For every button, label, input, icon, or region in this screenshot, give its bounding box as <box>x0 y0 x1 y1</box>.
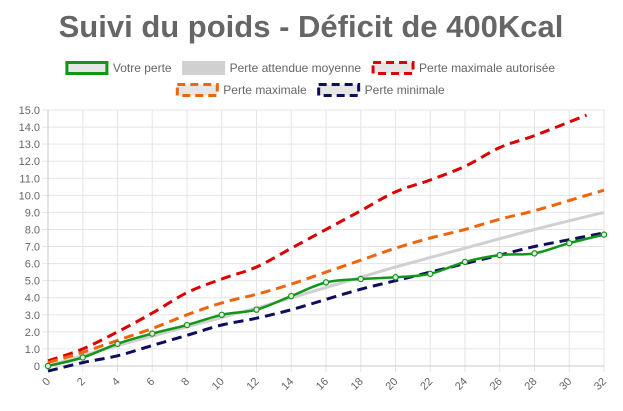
y-tick-label: 7.0 <box>25 242 40 254</box>
y-tick-label: 14.0 <box>19 122 40 134</box>
data-point[interactable] <box>183 321 191 329</box>
legend-swatch <box>175 83 219 97</box>
x-tick-label: 16 <box>314 376 331 393</box>
y-tick-label: 12.0 <box>19 156 40 168</box>
legend-label: Perte maximale <box>223 83 307 97</box>
legend: Votre perte Perte attendue moyenne Perte m… <box>65 61 555 97</box>
legend-label: Perte minimale <box>365 83 445 97</box>
legend-item-1[interactable]: Perte attendue moyenne <box>182 61 362 75</box>
legend-label: Perte attendue moyenne <box>230 61 362 75</box>
legend-swatch <box>182 61 226 75</box>
y-tick-label: 10.0 <box>19 190 40 202</box>
legend-swatch <box>317 83 361 97</box>
y-tick-label: 11.0 <box>19 173 40 185</box>
y-tick-label: 5.0 <box>25 276 40 288</box>
y-tick-label: 9.0 <box>25 207 40 219</box>
grid <box>42 109 605 372</box>
data-point[interactable] <box>79 354 86 361</box>
x-tick-label: 4 <box>110 376 123 389</box>
y-tick-label: 6.0 <box>25 259 40 271</box>
legend-item-3[interactable]: Perte maximale <box>175 83 307 97</box>
data-point[interactable] <box>600 231 608 238</box>
y-tick-label: 1.0 <box>25 344 40 356</box>
series-group <box>44 113 608 373</box>
data-point[interactable] <box>253 306 260 313</box>
x-tick-label: 8 <box>179 376 192 389</box>
series-line-1 <box>47 210 605 368</box>
data-point[interactable] <box>566 239 573 247</box>
legend-swatch <box>65 61 109 75</box>
x-tick-label: 30 <box>557 376 574 393</box>
data-point[interactable] <box>149 330 156 337</box>
x-tick-label: 2 <box>75 376 88 389</box>
data-point[interactable] <box>114 340 121 348</box>
y-tick-label: 15.0 <box>19 105 40 117</box>
axes: 0 1.0 2.0 3.0 4.0 5.0 6.0 7.0 8.0 9.0 10.0 11.0 12.0… <box>19 105 610 393</box>
chart-title: Suivi du poids - Déficit de 400Kcal <box>59 9 564 44</box>
x-tick-label: 22 <box>418 376 435 393</box>
legend-item-2[interactable]: Perte maximale autorisée <box>371 61 555 75</box>
series-line-2 <box>47 113 588 363</box>
data-point[interactable] <box>427 270 434 278</box>
legend-item-4[interactable]: Perte minimale <box>317 83 445 97</box>
data-point[interactable] <box>357 275 364 283</box>
x-tick-label: 6 <box>145 376 158 389</box>
x-tick-label: 26 <box>488 376 505 393</box>
data-point[interactable] <box>288 292 295 300</box>
x-tick-label: 14 <box>279 376 296 393</box>
y-tick-label: 2.0 <box>25 327 40 339</box>
data-point[interactable] <box>322 279 330 286</box>
data-point[interactable] <box>392 274 399 281</box>
data-point[interactable] <box>44 362 52 370</box>
y-tick-label: 8.0 <box>25 224 40 236</box>
y-tick-label: 3.0 <box>25 310 40 322</box>
data-point[interactable] <box>531 250 538 257</box>
x-tick-label: 18 <box>349 376 366 393</box>
data-point[interactable] <box>461 258 469 266</box>
y-tick-label: 13.0 <box>19 139 40 151</box>
x-tick-label: 28 <box>522 376 539 393</box>
x-tick-label: 20 <box>383 376 400 393</box>
data-point[interactable] <box>496 251 503 259</box>
legend-label: Perte maximale autorisée <box>419 61 555 75</box>
data-point[interactable] <box>218 311 225 318</box>
y-tick-label: 0 <box>34 361 40 373</box>
y-tick-label: 4.0 <box>25 293 40 305</box>
x-tick-label: 24 <box>453 376 470 393</box>
legend-label: Votre perte <box>113 61 172 75</box>
legend-swatch <box>371 61 415 75</box>
x-tick-label: 12 <box>244 376 261 393</box>
x-tick-label: 32 <box>592 376 609 393</box>
x-tick-label: 0 <box>40 376 53 389</box>
series-line-3 <box>47 188 605 365</box>
x-tick-label: 10 <box>210 376 227 393</box>
series-line-4 <box>47 231 605 373</box>
legend-item-0[interactable]: Votre perte <box>65 61 172 75</box>
